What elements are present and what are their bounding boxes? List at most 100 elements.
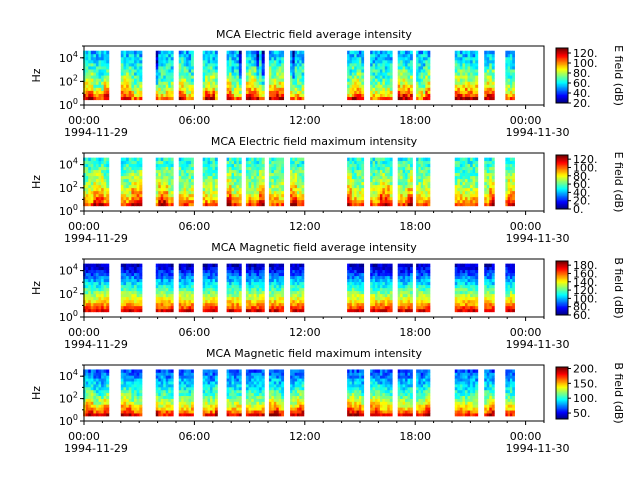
spectrogram-cell	[405, 272, 408, 277]
spectrogram-cell	[139, 166, 143, 171]
spectrogram-cell	[382, 50, 386, 55]
spectrogram-cell	[120, 199, 124, 204]
spectrogram-cell	[347, 84, 350, 88]
spectrogram-cell	[389, 196, 393, 201]
spectrogram-cell	[407, 96, 411, 101]
spectrogram-cell	[375, 290, 378, 295]
spectrogram-cell	[106, 281, 110, 286]
spectrogram-cell	[256, 81, 260, 85]
spectrogram-cell	[253, 302, 257, 307]
spectrogram-cell	[245, 287, 249, 292]
spectrogram-cell	[165, 87, 169, 91]
spectrogram-cell	[90, 163, 94, 168]
spectrogram-cell	[131, 287, 135, 292]
spectrogram-cell	[106, 75, 110, 79]
spectrogram-cell	[183, 72, 187, 76]
spectrogram-cell	[139, 160, 143, 165]
spectrogram-cell	[202, 290, 206, 295]
spectrogram-cell	[292, 272, 296, 277]
spectrogram-cell	[256, 281, 260, 286]
spectrogram-cell	[123, 59, 127, 64]
spectrogram-cell	[253, 169, 257, 174]
spectrogram-cell	[418, 69, 422, 73]
spectrogram-cell	[248, 296, 252, 301]
spectrogram-cell	[379, 202, 383, 207]
spectrogram-cell	[509, 172, 513, 177]
spectrogram-cell	[238, 293, 242, 298]
spectrogram-cell	[210, 269, 213, 274]
spectrogram-cell	[163, 172, 167, 177]
spectrogram-cell	[382, 302, 386, 307]
spectrogram-cell	[186, 293, 189, 298]
spectrogram-cell	[507, 53, 511, 58]
spectrogram-cell	[238, 157, 242, 162]
spectrogram-cell	[507, 199, 511, 204]
spectrogram-cell	[207, 263, 211, 268]
spectrogram-cell	[427, 78, 431, 82]
colorbar-swatch	[556, 192, 568, 195]
spectrogram-cell	[245, 293, 249, 298]
spectrogram-cell	[85, 296, 89, 301]
spectrogram-cell	[372, 308, 376, 313]
spectrogram-cell	[354, 193, 357, 198]
spectrogram-cell	[261, 69, 265, 73]
colorbar-swatch	[556, 168, 568, 171]
spectrogram-cell	[486, 181, 490, 186]
spectrogram-cell	[186, 66, 189, 70]
spectrogram-cell	[387, 160, 391, 165]
spectrogram-cell	[409, 93, 413, 98]
spectrogram-cell	[253, 56, 257, 61]
colorbar: 0.20.40.60.80.100.120. E field (dB)	[555, 152, 625, 216]
spectrogram-cell	[292, 181, 296, 186]
spectrogram-cell	[273, 160, 277, 165]
spectrogram-cell	[183, 56, 187, 61]
spectrogram-cell	[214, 81, 218, 85]
spectrogram-cell	[202, 53, 206, 58]
spectrogram-cell	[484, 66, 488, 70]
spectrogram-cell	[236, 266, 240, 271]
spectrogram-cell	[489, 184, 493, 189]
spectrogram-cell	[261, 293, 265, 298]
spectrogram-cell	[507, 175, 511, 180]
spectrogram-cell	[120, 269, 124, 274]
spectrogram-cell	[296, 72, 300, 76]
spectrogram-cell	[278, 199, 282, 204]
spectrogram-cell	[231, 96, 235, 101]
spectrogram-cell	[245, 272, 249, 277]
spectrogram-cell	[210, 302, 213, 307]
spectrogram-cell	[459, 62, 463, 67]
spectrogram-cell	[397, 90, 401, 94]
spectrogram-cell	[418, 184, 422, 189]
spectrogram-cell	[375, 175, 378, 180]
spectrogram-cell	[420, 56, 424, 61]
spectrogram-cell	[205, 181, 208, 186]
spectrogram-cell	[290, 75, 293, 79]
spectrogram-cell	[387, 290, 391, 295]
spectrogram-cell	[358, 284, 362, 289]
spectrogram-cell	[248, 84, 252, 88]
spectrogram-cell	[358, 293, 362, 298]
spectrogram-cell	[384, 202, 388, 207]
spectrogram-cell	[351, 275, 355, 280]
y-tick-label: 104	[59, 50, 78, 65]
spectrogram-cell	[251, 72, 255, 76]
spectrogram-cell	[128, 290, 132, 295]
spectrogram-cell	[168, 53, 172, 58]
spectrogram-cell	[163, 275, 167, 280]
spectrogram-cell	[290, 50, 293, 55]
spectrogram-cell	[170, 175, 174, 180]
spectrogram-cell	[379, 62, 383, 67]
spectrogram-cell	[294, 59, 298, 64]
spectrogram-cell	[101, 72, 105, 76]
spectrogram-cell	[268, 62, 272, 67]
spectrogram-cell	[351, 184, 355, 189]
spectrogram-cell	[98, 59, 102, 64]
spectrogram-cell	[292, 66, 296, 70]
spectrogram-cell	[489, 202, 493, 207]
spectrogram-cell	[134, 169, 138, 174]
spectrogram-cell	[207, 299, 211, 304]
spectrogram-cell	[420, 59, 424, 64]
colorbar-swatch	[556, 81, 568, 83]
spectrogram-cell	[136, 169, 140, 174]
spectrogram-cell	[489, 75, 493, 79]
